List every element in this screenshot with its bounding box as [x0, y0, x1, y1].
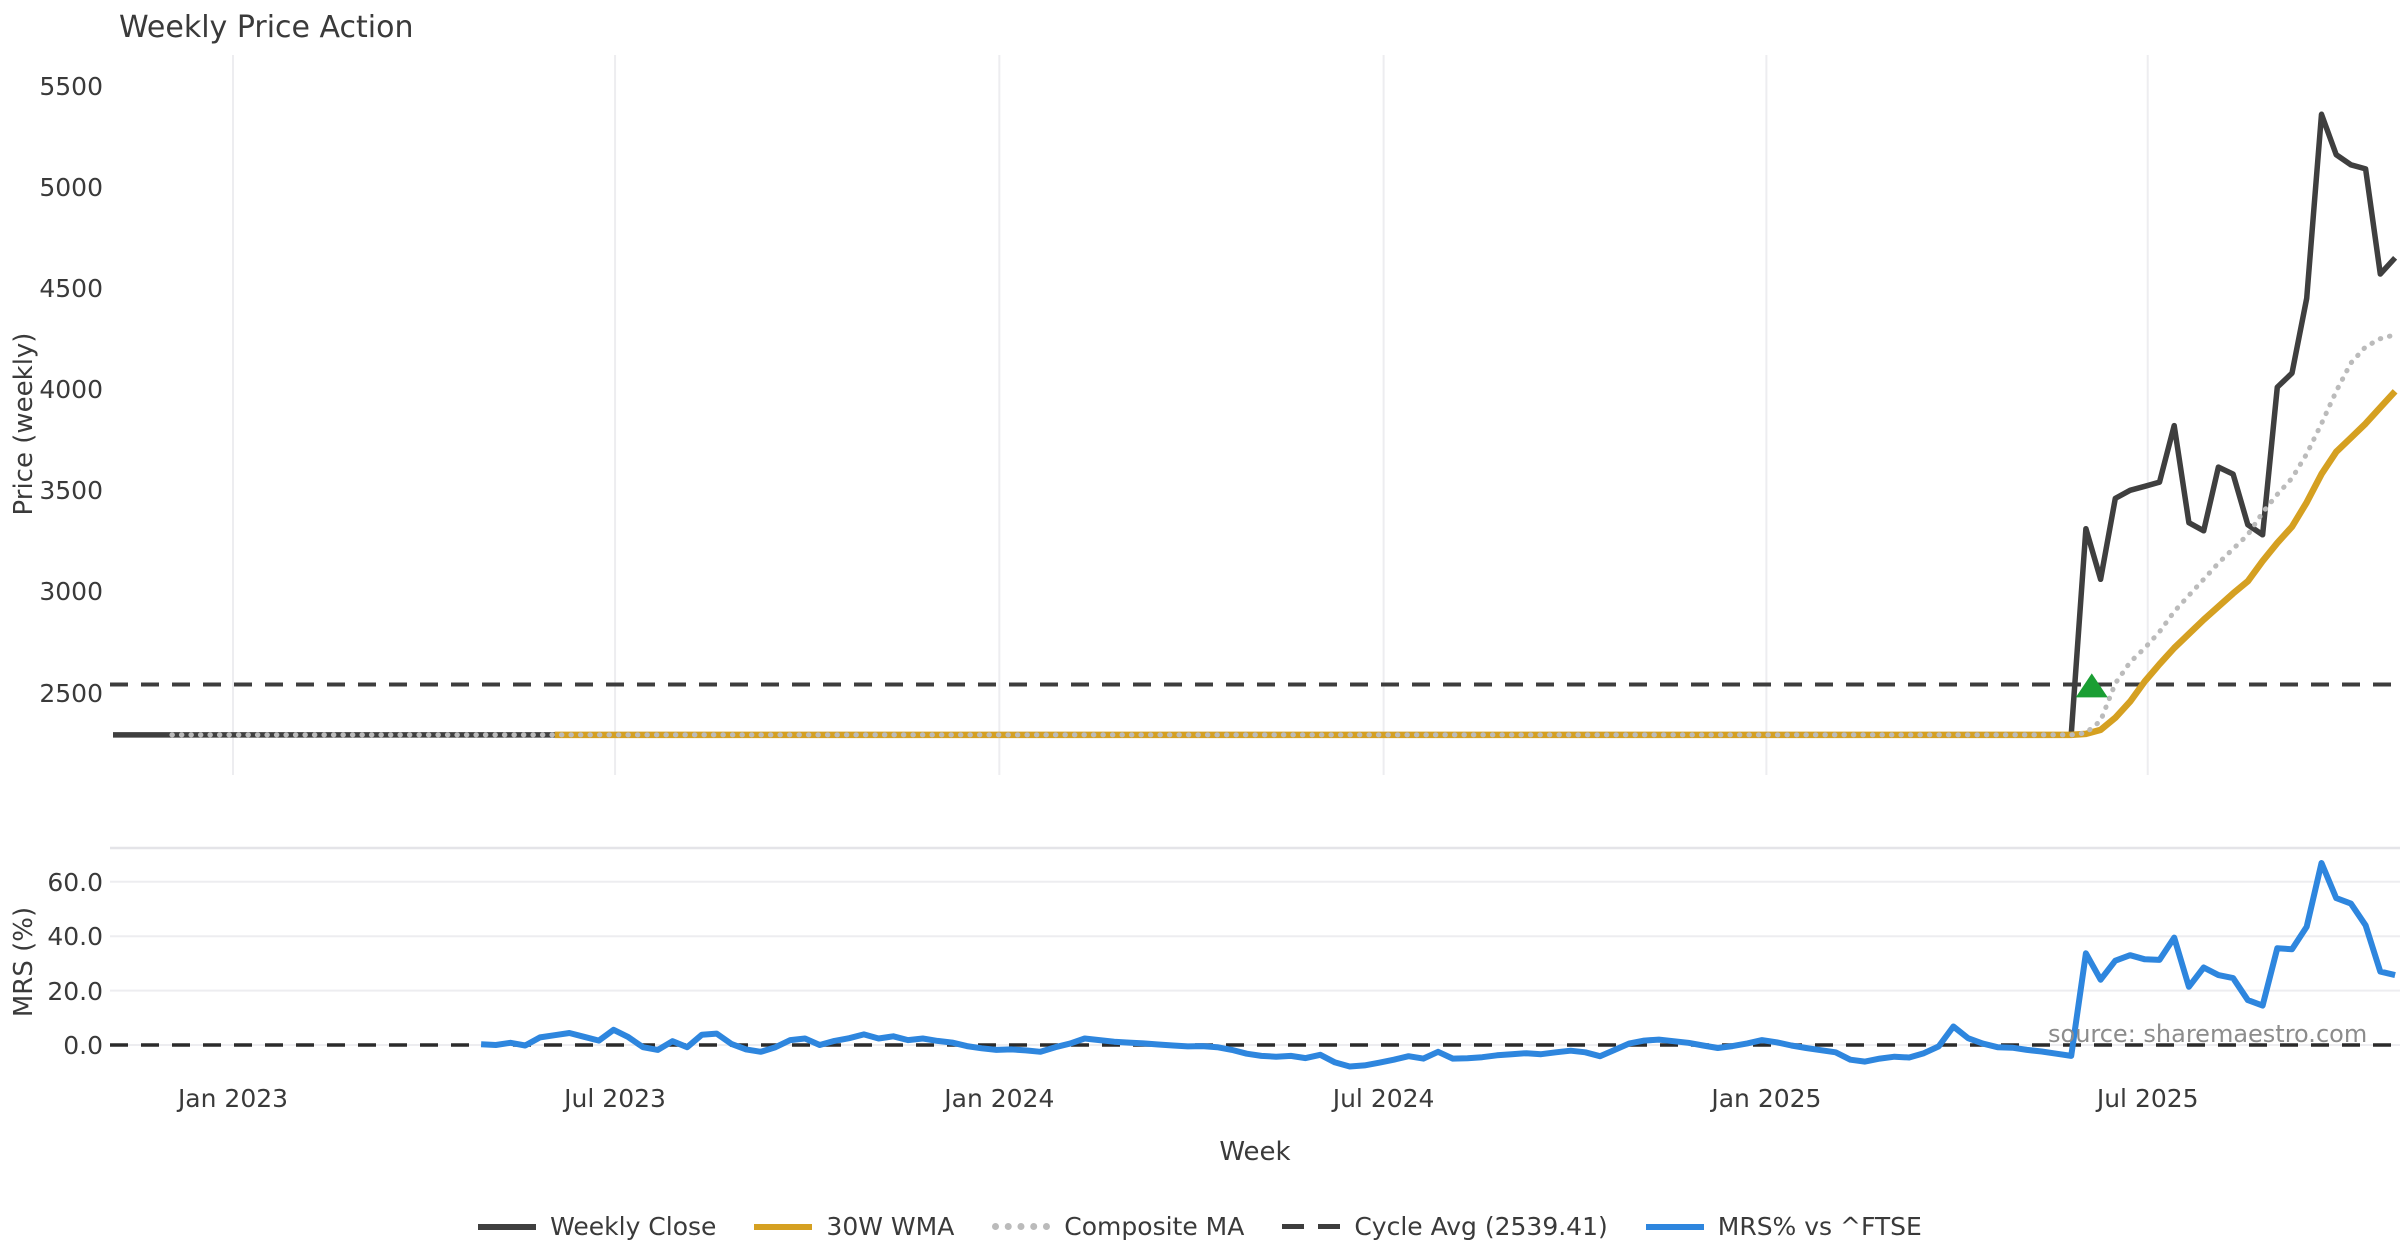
legend-item-30w-wma: 30W WMA [754, 1212, 954, 1241]
price-tick: 2500 [39, 679, 103, 708]
mrs-axis-tick-labels: 60.0 40.0 20.0 0.0 [47, 868, 103, 1060]
legend-item-mrs: MRS% vs ^FTSE [1645, 1212, 1922, 1241]
legend-label: MRS% vs ^FTSE [1717, 1212, 1922, 1241]
mrs-line-swatch [1645, 1223, 1704, 1230]
legend-item-weekly-close: Weekly Close [478, 1212, 716, 1241]
composite-ma-line-swatch [992, 1223, 1051, 1230]
buy-signal-marker [2075, 673, 2108, 698]
mrs-tick: 60.0 [47, 868, 103, 897]
mrs-tick: 20.0 [47, 977, 103, 1006]
price-tick: 3000 [39, 577, 103, 606]
mrs-tick: 0.0 [63, 1031, 103, 1060]
mrs-tick: 40.0 [47, 922, 103, 951]
gridlines [110, 55, 2400, 1046]
x-tick: Jul 2024 [1331, 1084, 1435, 1113]
mrs-axis-title: MRS (%) [9, 907, 39, 1017]
legend-item-cycle-avg: Cycle Avg (2539.41) [1282, 1212, 1608, 1241]
legend-label: Cycle Avg (2539.41) [1354, 1212, 1608, 1241]
x-tick: Jul 2025 [2095, 1084, 2199, 1113]
data-series [113, 111, 2398, 1070]
x-tick: Jan 2025 [1709, 1084, 1821, 1113]
price-tick: 4500 [39, 274, 103, 303]
x-axis-title: Week [1219, 1137, 1290, 1167]
chart-legend: Weekly Close 30W WMA Composite MA Cycle … [0, 1212, 2400, 1241]
wma-line-swatch [754, 1223, 813, 1230]
x-tick: Jan 2024 [942, 1084, 1054, 1113]
legend-label: Composite MA [1064, 1212, 1245, 1241]
chart-title: Weekly Price Action [119, 10, 414, 45]
price-tick: 3500 [39, 476, 103, 505]
price-tick: 5500 [39, 72, 103, 101]
price-tick: 4000 [39, 375, 103, 404]
legend-item-composite-ma: Composite MA [992, 1212, 1244, 1241]
price-axis-title: Price (weekly) [9, 333, 39, 516]
x-axis-tick-labels: Jan 2023 Jul 2023 Jan 2024 Jul 2024 Jan … [176, 1084, 2199, 1113]
price-axis-tick-labels: 5500 5000 4500 4000 3500 3000 2500 [39, 72, 103, 708]
x-tick: Jan 2023 [176, 1084, 288, 1113]
legend-label: Weekly Close [550, 1212, 717, 1241]
price-tick: 5000 [39, 173, 103, 202]
cycle-avg-line-swatch [1282, 1224, 1341, 1229]
source-watermark: source: sharemaestro.com [2048, 1020, 2367, 1048]
x-tick: Jul 2023 [562, 1084, 666, 1113]
legend-label: 30W WMA [826, 1212, 955, 1241]
weekly-close-line-swatch [478, 1223, 537, 1230]
